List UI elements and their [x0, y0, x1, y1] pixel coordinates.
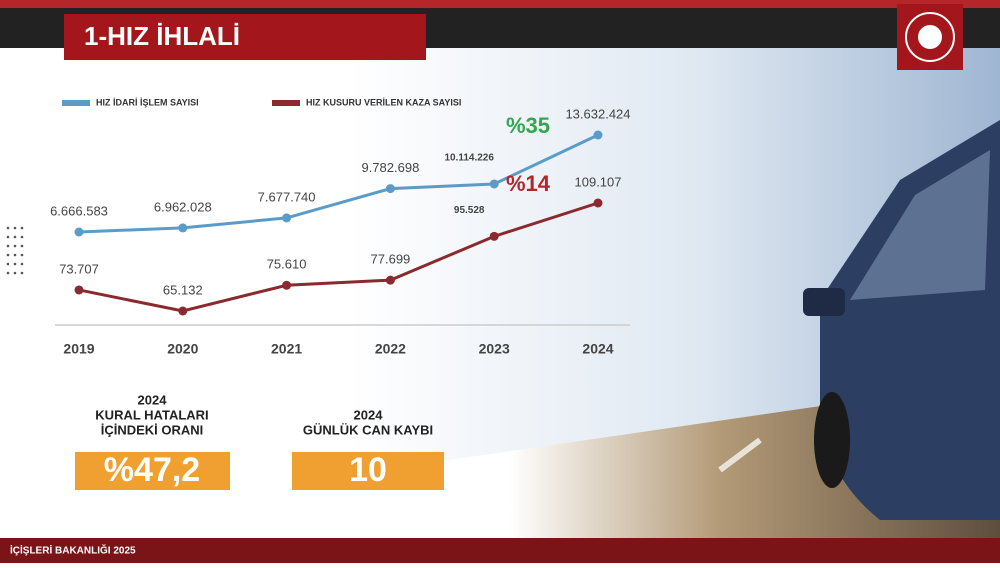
dot — [6, 262, 10, 266]
dot — [20, 271, 24, 275]
dot — [20, 226, 24, 230]
dot — [13, 271, 17, 275]
panel-value: 10 — [349, 451, 387, 489]
data-label: 6.962.028 — [154, 199, 212, 214]
point — [489, 231, 499, 241]
dot — [6, 271, 10, 275]
dot — [20, 253, 24, 257]
legend-label: HIZ İDARİ İŞLEM SAYISI — [96, 97, 199, 107]
top-stripe — [0, 0, 1000, 8]
data-label: 95.528 — [454, 205, 485, 216]
data-label: 13.632.424 — [565, 106, 630, 121]
point — [593, 198, 603, 208]
logo — [905, 12, 955, 62]
car-wheel — [814, 392, 850, 488]
dot — [20, 244, 24, 248]
data-label: 73.707 — [59, 261, 99, 276]
title-box — [64, 14, 426, 60]
title: 1-HIZ İHLALİ — [84, 21, 240, 51]
panel-caption: KURAL HATALARI — [95, 407, 208, 422]
data-label: 10.114.226 — [444, 153, 494, 164]
dot — [6, 235, 10, 239]
car-window — [850, 150, 990, 300]
panel-caption: 2024 — [354, 407, 384, 422]
dot — [6, 253, 10, 257]
point — [489, 179, 499, 189]
x-tick-label: 2021 — [271, 341, 302, 357]
series-line — [78, 133, 599, 234]
legend-label: HIZ KUSURU VERİLEN KAZA SAYISI — [306, 97, 461, 107]
panel-value: %47,2 — [104, 451, 200, 489]
point — [593, 130, 603, 140]
panel-caption: GÜNLÜK CAN KAYBI — [303, 422, 433, 437]
data-label: 7.677.740 — [258, 189, 316, 204]
footer-bar — [0, 538, 1000, 563]
x-tick-label: 2020 — [167, 341, 198, 357]
change-annotation: %35 — [506, 113, 550, 138]
series-line — [78, 201, 599, 313]
data-label: 65.132 — [163, 282, 203, 297]
point — [74, 285, 84, 295]
data-label: 75.610 — [267, 257, 307, 272]
dot — [13, 244, 17, 248]
stat-box — [75, 452, 230, 490]
point — [282, 213, 292, 223]
x-tick-label: 2023 — [479, 341, 510, 357]
dot — [6, 226, 10, 230]
x-tick-label: 2024 — [582, 341, 613, 357]
dot — [13, 235, 17, 239]
point — [385, 184, 395, 194]
point — [178, 306, 188, 316]
car-mirror — [803, 288, 845, 316]
decor-dots — [6, 226, 24, 275]
change-annotation: %14 — [506, 171, 551, 196]
stat-box — [292, 452, 444, 490]
point — [74, 227, 84, 237]
logo-center — [918, 25, 942, 49]
dot — [6, 244, 10, 248]
dot — [20, 262, 24, 266]
dot — [20, 235, 24, 239]
dot — [13, 262, 17, 266]
x-tick-label: 2019 — [63, 341, 94, 357]
point — [178, 223, 188, 233]
dot — [13, 226, 17, 230]
panel-caption: 2024 — [138, 392, 168, 407]
footer-text: İÇİŞLERİ BAKANLIĞI 2025 — [10, 544, 136, 557]
dot — [13, 253, 17, 257]
panel-caption: İÇİNDEKİ ORANI — [101, 422, 204, 437]
point — [282, 280, 292, 290]
data-label: 9.782.698 — [361, 160, 419, 175]
data-label: 109.107 — [575, 174, 622, 189]
data-label: 6.666.583 — [50, 203, 108, 218]
x-tick-label: 2022 — [375, 341, 406, 357]
road-marking — [718, 437, 762, 473]
data-label: 77.699 — [371, 252, 411, 267]
point — [385, 275, 395, 285]
